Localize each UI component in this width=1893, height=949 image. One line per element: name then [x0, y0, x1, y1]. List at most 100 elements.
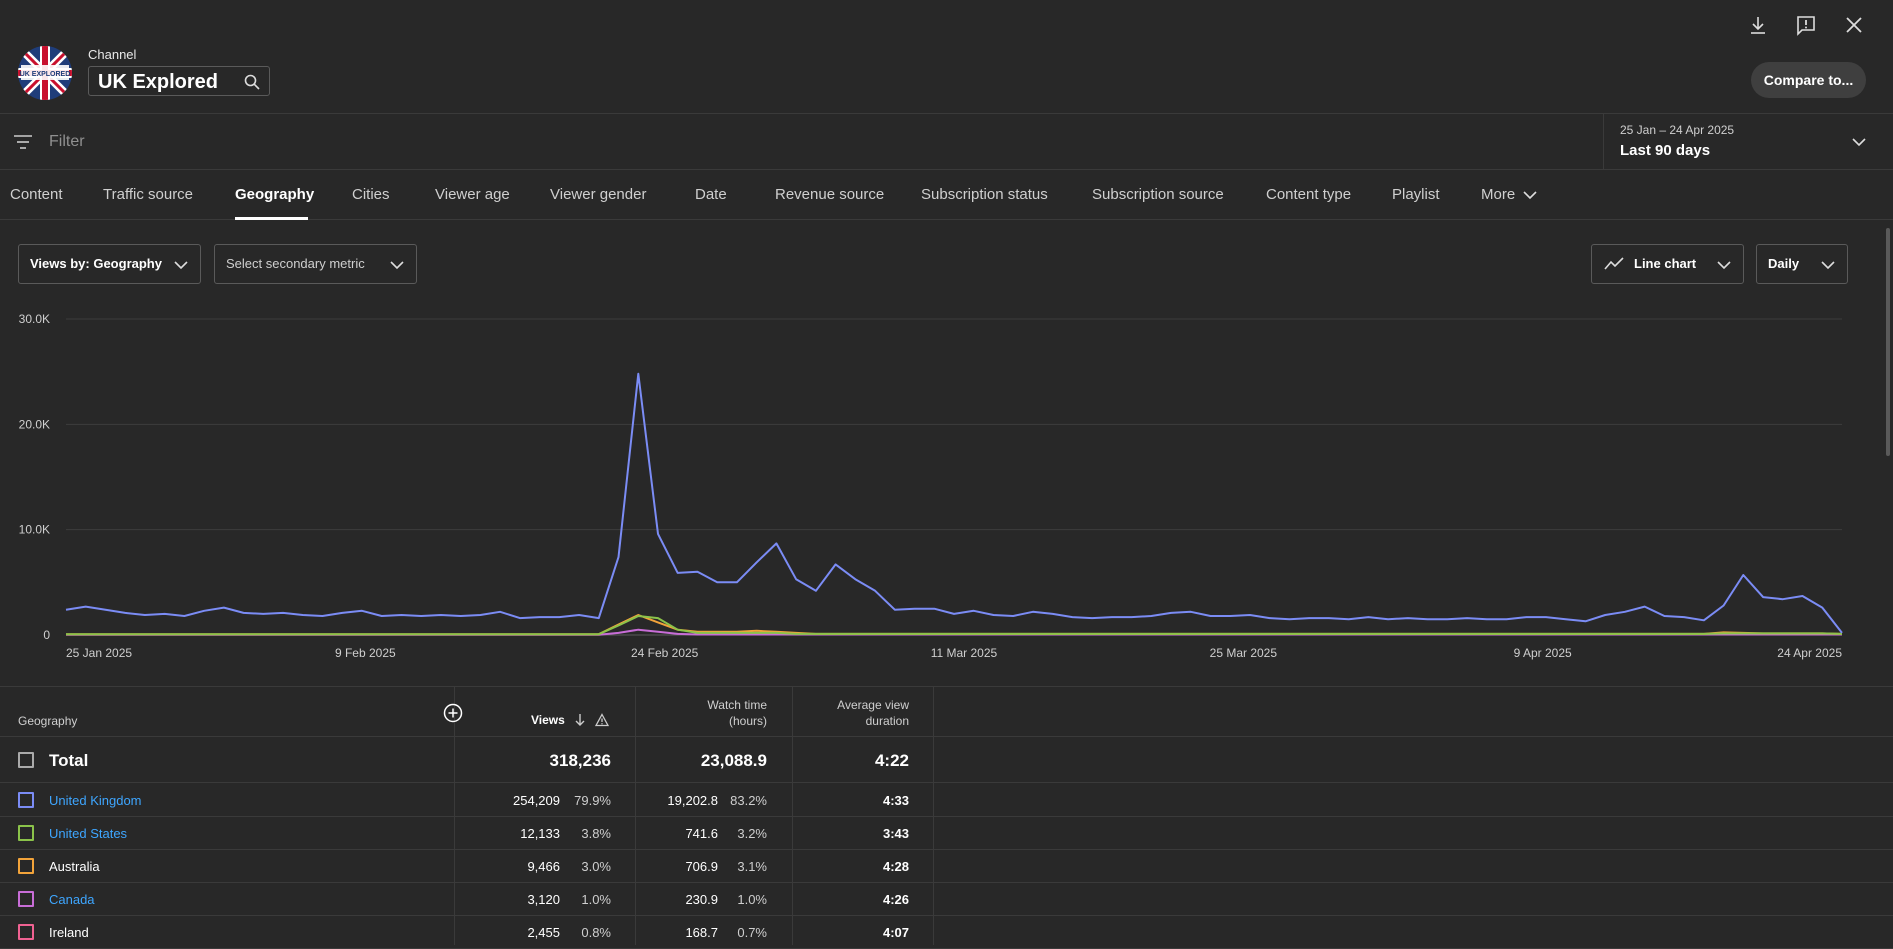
download-icon[interactable]	[1747, 14, 1769, 36]
tab-viewer-age[interactable]: Viewer age	[435, 186, 510, 203]
x-tick-label: 24 Apr 2025	[1777, 646, 1842, 660]
chevron-down-icon	[174, 261, 188, 270]
y-tick-label: 20.0K	[19, 417, 50, 431]
sort-down-icon[interactable]	[573, 713, 587, 727]
date-range-text: 25 Jan – 24 Apr 2025	[1620, 123, 1735, 137]
total-views: 318,236	[549, 751, 611, 770]
country-name[interactable]: Canada	[49, 892, 95, 907]
series-line	[66, 614, 1843, 636]
table-row-total: Total 318,236 23,088.9 4:22	[0, 737, 1893, 783]
avg-duration-value: 4:28	[882, 859, 909, 874]
table-row: Ireland 2,455 0.8% 168.7 0.7% 4:07	[0, 916, 1893, 949]
row-checkbox[interactable]	[18, 891, 34, 907]
series-line	[65, 372, 1843, 634]
tab-date[interactable]: Date	[695, 186, 727, 203]
watch-time-value: 230.9	[685, 892, 718, 907]
channel-header: UK EXPLORED Channel UK Explored Compare …	[0, 0, 1893, 114]
avg-duration-value: 3:43	[882, 826, 909, 841]
watch-time-percent: 1.0%	[737, 892, 767, 907]
header-avg-line1: Average view	[837, 698, 909, 712]
series-line	[66, 615, 1843, 636]
watch-time-value: 706.9	[685, 859, 718, 874]
channel-name: UK Explored	[98, 71, 219, 93]
total-watch-time: 23,088.9	[700, 751, 767, 770]
close-icon[interactable]	[1843, 14, 1865, 36]
chevron-down-icon	[390, 261, 404, 270]
chevron-down-icon	[1523, 191, 1537, 200]
compare-button[interactable]: Compare to...	[1751, 62, 1866, 98]
views-line-chart: 0 10.0K 20.0K 30.0K 25 Jan 2025 9 Feb 2025 24 …	[19, 312, 1843, 660]
channel-selector[interactable]: UK Explored	[88, 66, 270, 96]
watch-time-percent: 3.2%	[737, 826, 767, 841]
filter-icon[interactable]	[12, 132, 34, 152]
header-average-view-duration[interactable]: Average view duration	[797, 698, 909, 728]
tab-subscription-status[interactable]: Subscription status	[921, 186, 1048, 203]
country-name[interactable]: United Kingdom	[49, 793, 142, 808]
table-row: Canada 3,120 1.0% 230.9 1.0% 4:26	[0, 883, 1893, 916]
chevron-down-icon	[1852, 138, 1866, 147]
watch-time-value: 19,202.8	[667, 793, 718, 808]
tab-viewer-gender[interactable]: Viewer gender	[550, 186, 647, 203]
x-tick-label: 25 Jan 2025	[66, 646, 132, 660]
total-checkbox[interactable]	[18, 752, 34, 768]
total-avg-duration: 4:22	[874, 751, 909, 770]
avg-duration-value: 4:26	[882, 892, 909, 907]
x-tick-label: 24 Feb 2025	[631, 646, 699, 660]
tab-traffic-source[interactable]: Traffic source	[103, 186, 194, 203]
header-watch-time[interactable]: Watch time (hours)	[640, 698, 767, 728]
filter-bar: Filter 25 Jan – 24 Apr 2025 Last 90 days	[0, 114, 1893, 170]
row-checkbox[interactable]	[18, 792, 34, 808]
row-checkbox[interactable]	[18, 924, 34, 940]
table-row: United Kingdom 254,209 79.9% 19,202.8 83.2% 4…	[0, 784, 1893, 817]
header-views[interactable]: Views	[531, 713, 565, 727]
tab-more[interactable]: More	[1481, 186, 1537, 203]
tab-revenue-source[interactable]: Revenue source	[775, 186, 885, 203]
tab-subscription-source[interactable]: Subscription source	[1092, 186, 1224, 203]
row-checkbox[interactable]	[18, 858, 34, 874]
country-name: Ireland	[49, 925, 89, 940]
header-divider	[0, 736, 1893, 737]
tab-cities[interactable]: Cities	[352, 186, 390, 203]
tab-content-type[interactable]: Content type	[1266, 186, 1352, 203]
primary-metric-label: Views by: Geography	[30, 256, 162, 271]
interval-dropdown[interactable]: Daily	[1756, 244, 1848, 284]
views-percent: 0.8%	[581, 925, 611, 940]
chart-type-dropdown[interactable]: Line chart	[1591, 244, 1744, 284]
search-icon[interactable]	[243, 73, 261, 91]
tab-playlist[interactable]: Playlist	[1392, 186, 1440, 203]
add-column-icon[interactable]	[443, 703, 463, 723]
views-percent: 1.0%	[581, 892, 611, 907]
views-value: 9,466	[527, 859, 560, 874]
scrollbar[interactable]	[1886, 228, 1890, 456]
channel-avatar[interactable]: UK EXPLORED	[18, 46, 72, 100]
tab-geography[interactable]: Geography	[235, 186, 315, 203]
views-percent: 79.9%	[574, 793, 611, 808]
primary-metric-dropdown[interactable]: Views by: Geography	[18, 244, 201, 284]
secondary-metric-dropdown[interactable]: Select secondary metric	[214, 244, 417, 284]
y-tick-label: 30.0K	[19, 312, 50, 326]
filter-input[interactable]: Filter	[49, 133, 85, 150]
table-row: Australia 9,466 3.0% 706.9 3.1% 4:28	[0, 850, 1893, 883]
chevron-down-icon	[1821, 261, 1835, 270]
warning-icon[interactable]	[595, 713, 609, 727]
y-tick-label: 0	[43, 628, 50, 642]
date-range-selector[interactable]: 25 Jan – 24 Apr 2025 Last 90 days	[1603, 114, 1893, 170]
tab-more-label: More	[1481, 186, 1516, 203]
views-value: 254,209	[513, 793, 560, 808]
feedback-icon[interactable]	[1795, 14, 1817, 36]
country-name[interactable]: United States	[49, 826, 128, 841]
tab-content[interactable]: Content	[10, 186, 63, 203]
row-checkbox[interactable]	[18, 825, 34, 841]
views-value: 3,120	[527, 892, 560, 907]
views-percent: 3.0%	[581, 859, 611, 874]
avg-duration-value: 4:33	[882, 793, 909, 808]
active-tab-underline	[235, 217, 308, 220]
views-percent: 3.8%	[581, 826, 611, 841]
avg-duration-value: 4:07	[882, 925, 909, 940]
channel-label: Channel	[88, 47, 137, 62]
country-name: Australia	[49, 859, 100, 874]
header-watch-time-line2: (hours)	[728, 714, 767, 728]
header-geography: Geography	[18, 714, 78, 728]
watch-time-value: 168.7	[685, 925, 718, 940]
secondary-metric-label: Select secondary metric	[226, 256, 365, 271]
